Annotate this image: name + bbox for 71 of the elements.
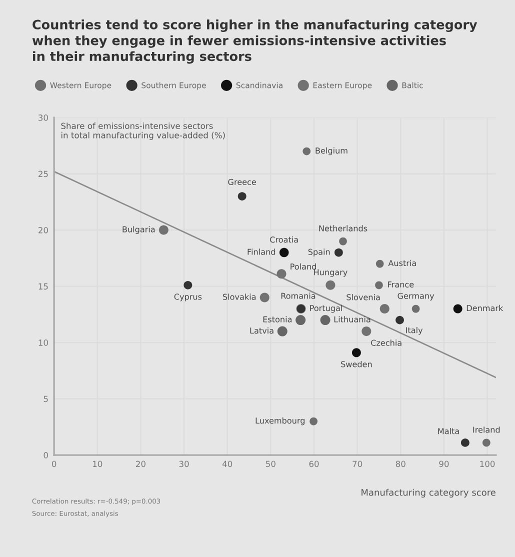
point xyxy=(320,315,330,326)
annotation: France xyxy=(388,282,414,288)
x-tick-label: 100 xyxy=(480,460,495,468)
point xyxy=(277,326,288,336)
x-tick-label: 40 xyxy=(222,460,232,468)
point xyxy=(326,280,336,290)
annotation: Czechia xyxy=(371,340,402,346)
annotation: Bulgaria xyxy=(122,226,155,234)
annotation: Croatia xyxy=(270,236,298,243)
point xyxy=(158,225,168,235)
annotation: Belgium xyxy=(316,147,348,156)
annotation: Austria xyxy=(388,260,416,266)
point xyxy=(184,280,192,290)
annotation: Denmark xyxy=(466,304,504,312)
point xyxy=(362,326,372,336)
point xyxy=(376,260,384,268)
point xyxy=(375,281,383,290)
x-tick-label: 50 xyxy=(266,460,276,468)
annotation: Estonia xyxy=(263,316,292,322)
point xyxy=(396,316,404,324)
x-tick-label: 10 xyxy=(93,460,102,468)
y-tick-label: 30 xyxy=(38,114,48,121)
point xyxy=(302,147,311,156)
x-tick-label: 80 xyxy=(396,460,406,468)
annotation: Slovenia xyxy=(346,294,380,300)
y-tick-label: 0 xyxy=(44,452,48,458)
annotation: Greece xyxy=(228,178,256,186)
point xyxy=(460,438,470,447)
x-tick-label: 90 xyxy=(439,460,449,468)
annotation: Slovakia xyxy=(222,294,256,300)
annotation: Luxembourg xyxy=(256,417,304,426)
x-tick-label: 60 xyxy=(309,460,319,468)
annotation: Germany xyxy=(398,292,434,300)
point xyxy=(310,417,318,426)
annotation: Cyprus xyxy=(174,294,202,302)
annotation: Ireland xyxy=(473,426,500,433)
y-tick-label: 20 xyxy=(38,227,48,234)
x-tick-label: 0 xyxy=(52,460,56,468)
x-tick-label: 20 xyxy=(136,460,146,468)
y-tick-label: 25 xyxy=(38,170,48,178)
annotation: Lithuania xyxy=(334,316,370,322)
point xyxy=(412,304,420,313)
annotation: Spain xyxy=(308,248,330,256)
point xyxy=(339,237,347,246)
y-tick-label: 15 xyxy=(38,283,48,290)
annotation: Latvia xyxy=(250,327,274,334)
x-axis-title: Manufacturing category score xyxy=(362,488,496,498)
y-tick-label: 5 xyxy=(44,396,48,402)
point xyxy=(296,315,306,326)
x-tick-label: 30 xyxy=(179,460,189,468)
annotation: Malta xyxy=(438,428,459,434)
annotation: Italy xyxy=(406,326,423,335)
point xyxy=(260,292,270,302)
point xyxy=(238,192,246,201)
point xyxy=(352,348,361,358)
y-axis-title: Share of emissions-intensive sectors in total manufacturing value-added (%) xyxy=(61,122,225,140)
point xyxy=(482,438,490,447)
annotation: Sweden xyxy=(341,361,372,368)
x-tick-label: 70 xyxy=(352,460,362,468)
annotation: Poland xyxy=(290,263,316,270)
annotation: Netherlands xyxy=(319,225,368,232)
point xyxy=(453,304,462,314)
annotation: Finland xyxy=(248,248,276,255)
point xyxy=(380,304,390,314)
chart-title: Countries tend to score higher in the manufacturing category when they engage in fewer emissions-intensive activities in their manufacturing sectors xyxy=(32,19,478,64)
point xyxy=(276,269,286,279)
annotation: Hungary xyxy=(314,269,348,277)
annotation: Romania xyxy=(281,292,316,299)
annotation: Portugal xyxy=(310,304,342,313)
y-tick-label: 10 xyxy=(38,340,48,346)
point xyxy=(334,248,343,257)
